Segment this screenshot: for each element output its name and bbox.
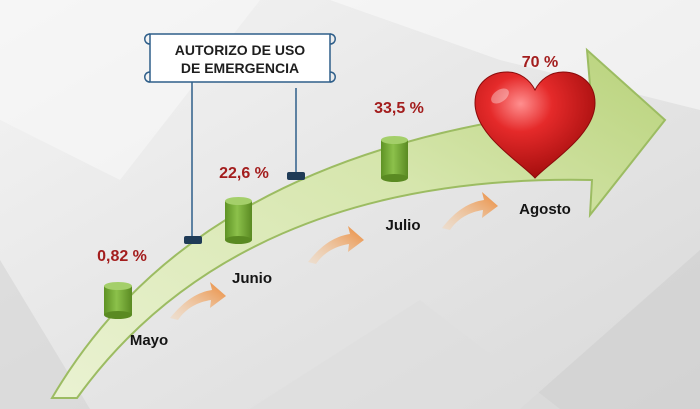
stage-junio: 22,6 % Junio [219, 165, 272, 287]
background-facet [520, 250, 700, 409]
banner-pole-base [287, 172, 305, 180]
green-cylinder-icon [381, 136, 408, 182]
small-arrow-icon [442, 192, 498, 230]
stage-month: Mayo [130, 332, 168, 349]
stage-value: 33,5 % [374, 100, 424, 117]
green-cylinder-icon [225, 197, 252, 244]
small-arrow-icon [308, 226, 364, 264]
stage-agosto: 70 % Agosto [474, 54, 596, 218]
stage-mayo: 0,82 % Mayo [97, 248, 168, 349]
heart-icon [474, 71, 596, 179]
small-arrow-icon [170, 282, 226, 320]
stage-value: 70 % [522, 54, 558, 71]
stage-value: 22,6 % [219, 165, 269, 182]
background-facet [250, 300, 560, 409]
stage-month: Julio [385, 217, 420, 234]
banner-pole-base [184, 236, 202, 244]
green-cylinder-icon [104, 282, 132, 319]
banner-line-1: AUTORIZO DE USO [175, 42, 306, 58]
stage-month: Junio [232, 270, 272, 287]
stage-value: 0,82 % [97, 248, 147, 265]
emergency-use-banner: AUTORIZO DE USO DE EMERGENCIA [144, 33, 336, 83]
stage-julio: 33,5 % Julio [374, 100, 424, 234]
banner-line-2: DE EMERGENCIA [181, 60, 299, 76]
stage-month: Agosto [519, 201, 571, 218]
